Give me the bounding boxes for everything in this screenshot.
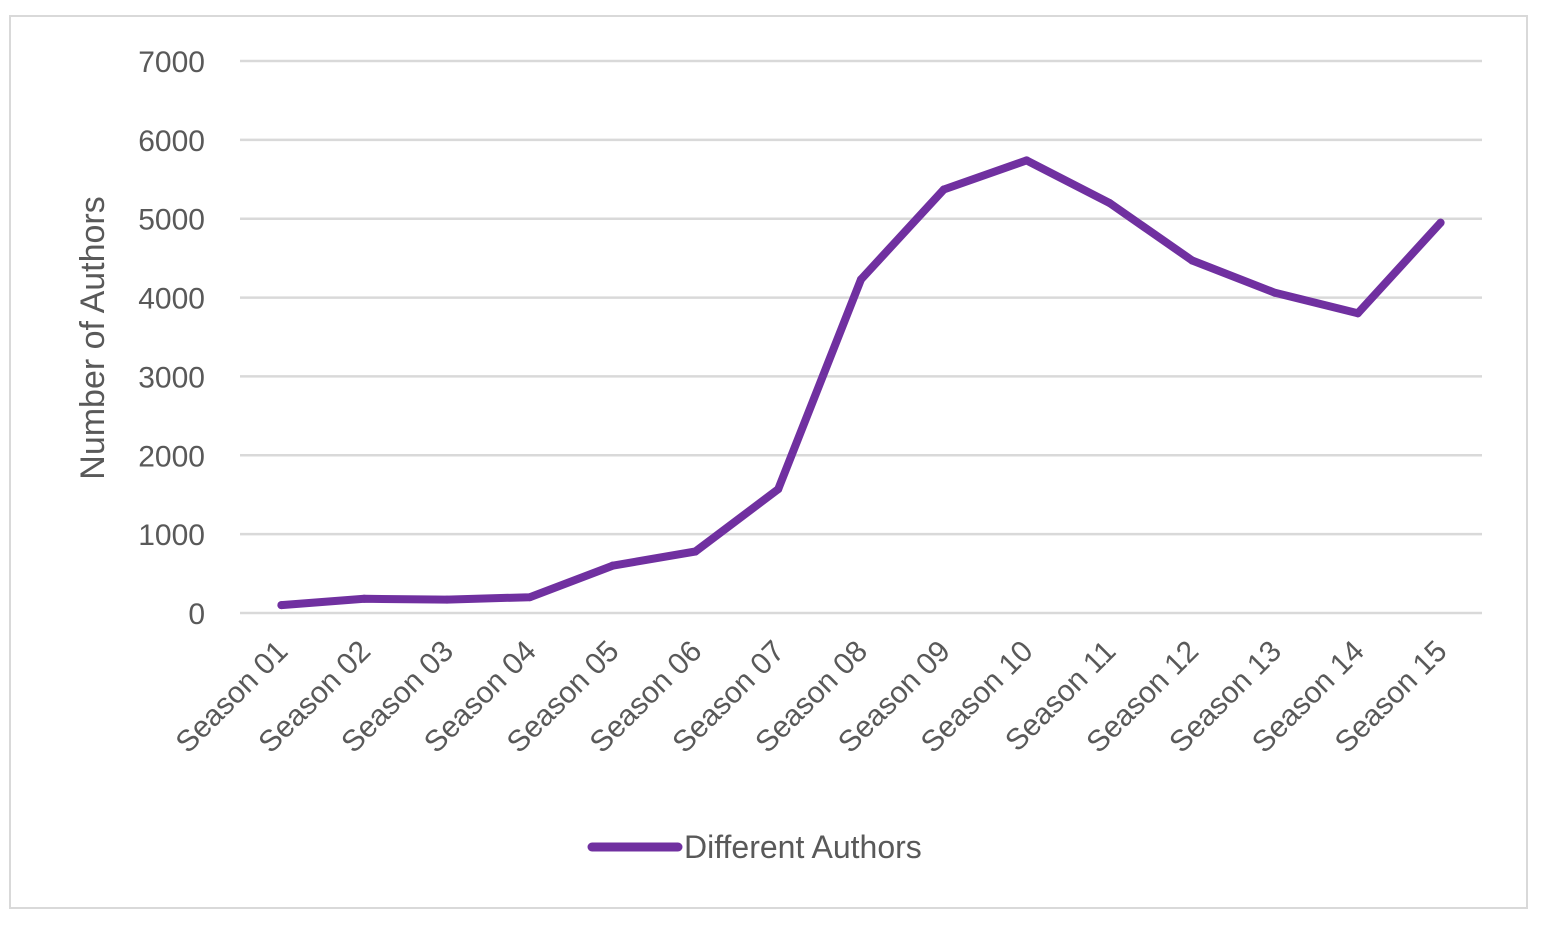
y-tick-label: 4000	[138, 283, 205, 316]
data-point	[1105, 198, 1114, 207]
data-point	[525, 593, 534, 602]
series-line	[277, 156, 1445, 610]
chart-frame	[9, 15, 1528, 909]
data-point	[277, 601, 286, 610]
legend-label: Different Authors	[684, 829, 922, 865]
data-point	[1271, 288, 1279, 297]
gridlines	[240, 59, 1482, 615]
data-point	[608, 561, 617, 570]
y-tick-label: 0	[188, 598, 205, 631]
y-tick-label: 3000	[138, 361, 205, 394]
data-point	[774, 485, 783, 494]
series-lines	[277, 156, 1445, 610]
y-tick-label: 1000	[138, 519, 205, 552]
data-point	[1353, 309, 1362, 318]
data-point	[939, 185, 948, 194]
y-tick-label: 7000	[138, 46, 205, 79]
data-point	[443, 595, 451, 604]
data-point	[1188, 256, 1197, 265]
data-point	[1022, 156, 1031, 165]
data-point	[1436, 218, 1445, 227]
y-axis-ticks: 0 1000 2000 3000 4000 5000 6000 7000	[138, 46, 205, 631]
y-axis-title: Number of Authors	[74, 196, 112, 479]
data-point	[360, 594, 369, 603]
data-point	[691, 547, 700, 556]
data-point	[857, 275, 865, 284]
legend: Different Authors	[587, 829, 922, 865]
y-tick-label: 5000	[138, 204, 205, 237]
y-tick-label: 6000	[138, 125, 205, 158]
y-tick-label: 2000	[138, 440, 205, 473]
